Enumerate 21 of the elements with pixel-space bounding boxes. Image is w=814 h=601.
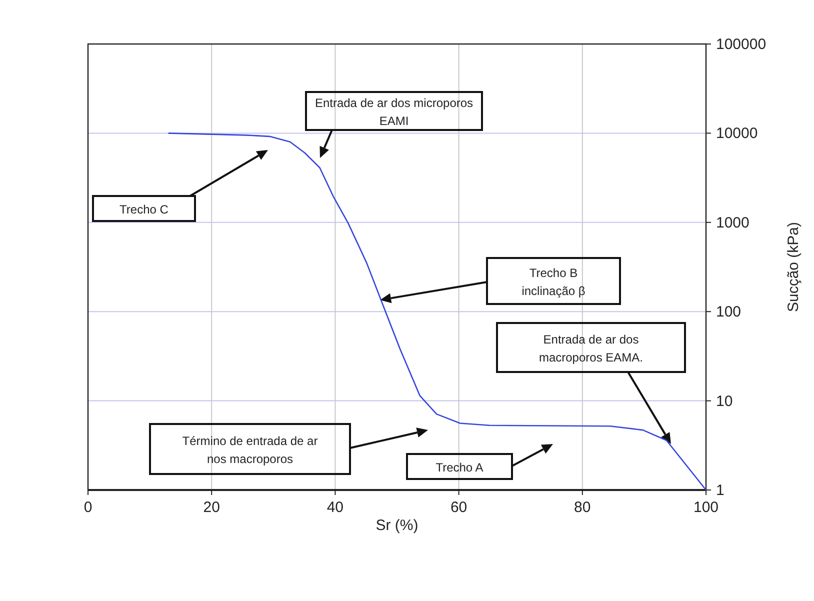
line-series bbox=[168, 132, 707, 491]
x-tick-label: 20 bbox=[203, 499, 220, 516]
y-tick-label: 1000 bbox=[716, 214, 750, 232]
annotation: Entrada de ar dos macroporos EAMA. bbox=[538, 332, 644, 364]
annotation: Trecho C bbox=[120, 202, 169, 216]
y-tick-label: 100 bbox=[716, 304, 742, 321]
annotation: Término de entrada de ar nos macroporos bbox=[182, 434, 318, 466]
x-tick-label: 0 bbox=[84, 499, 92, 516]
y-tick-label: 100000 bbox=[716, 36, 766, 53]
annotation: Trecho B inclinação β bbox=[522, 266, 586, 298]
y-tick-label: 1 bbox=[716, 482, 724, 499]
x-tick-label: 60 bbox=[450, 499, 468, 516]
y-tick-label: 10 bbox=[716, 392, 733, 410]
x-tick-label: 40 bbox=[326, 499, 344, 516]
x-axis-title: Sr (%) bbox=[376, 517, 418, 534]
annotation: Entrada de ar dos microporos EAMI bbox=[314, 96, 474, 128]
x-tick-label: 100 bbox=[693, 499, 719, 516]
x-tick-label: 80 bbox=[574, 499, 591, 516]
y-tick-label: 10000 bbox=[716, 125, 758, 142]
y-axis-title: Sucção (kPa) bbox=[785, 222, 802, 312]
annotation: Trecho A bbox=[436, 460, 484, 474]
